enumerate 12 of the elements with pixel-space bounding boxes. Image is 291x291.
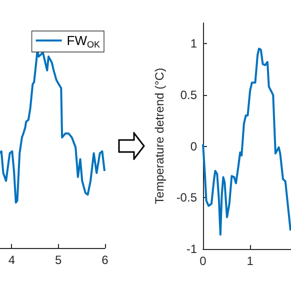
x-tick-label: 4 (8, 253, 16, 267)
y-tick-label: 0 (190, 139, 198, 154)
x-tick-label: 1 (246, 254, 254, 268)
y-tick-label: 1 (190, 36, 198, 51)
y-tick-label: -1 (186, 242, 198, 256)
x-tick-label: 0 (200, 254, 207, 268)
y-tick-label: -0.5 (176, 190, 198, 205)
line-series (202, 48, 291, 236)
y-tick-label: 0.5 (180, 88, 198, 102)
y-axis-title: Temperature detrend (°C) (152, 68, 166, 204)
x-tick-label: 6 (102, 253, 109, 267)
x-tick-label: 5 (54, 253, 62, 267)
